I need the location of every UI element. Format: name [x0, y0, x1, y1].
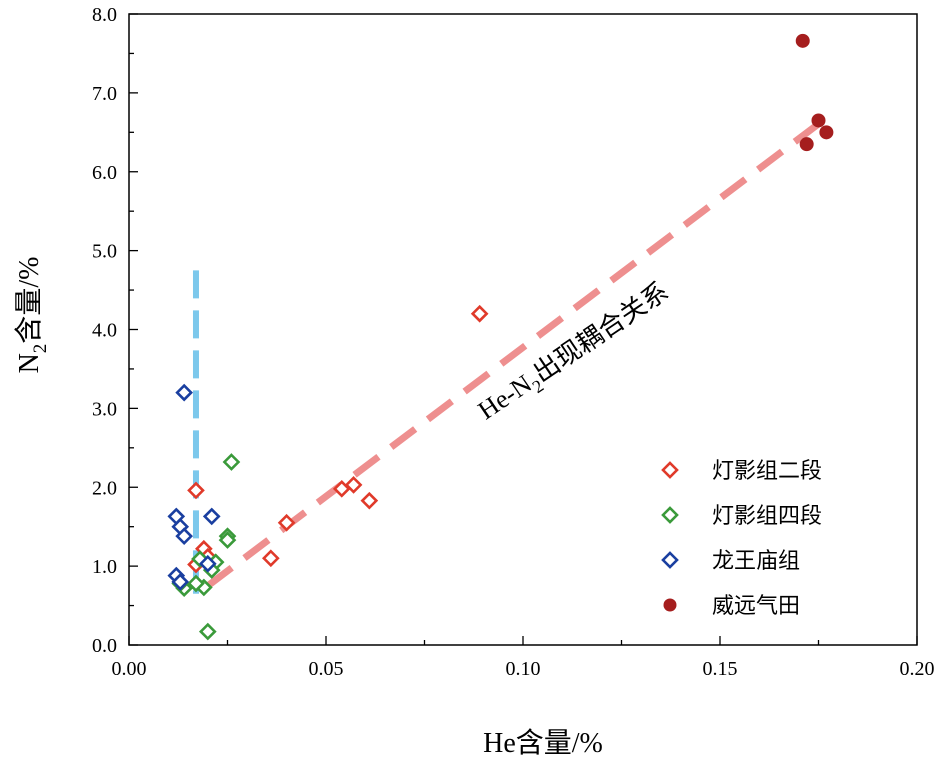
- data-points: [167, 33, 834, 641]
- coupling-annotation: He-N2出现耦合关系: [473, 277, 677, 430]
- data-point: [262, 549, 280, 568]
- x-tick-label: 0.10: [506, 658, 541, 680]
- y-axis-title-main: N: [14, 353, 45, 373]
- data-point: [175, 527, 193, 545]
- legend-label: 威远气田: [712, 594, 800, 619]
- data-point: [811, 113, 826, 128]
- data-point: [819, 125, 834, 140]
- legend-label: 灯影组二段: [712, 459, 822, 484]
- y-tick-label: 5.0: [92, 241, 117, 263]
- x-axis-title: He含量/%: [483, 727, 603, 759]
- data-point: [799, 137, 814, 152]
- y-axis-title: N2含量/%: [13, 257, 51, 374]
- trend-line: [205, 112, 833, 589]
- data-point: [187, 574, 205, 593]
- data-point: [198, 554, 217, 573]
- y-tick-label: 7.0: [92, 83, 117, 105]
- data-point: [175, 383, 193, 402]
- data-point: [187, 481, 205, 500]
- data-point: [277, 513, 296, 532]
- series-2: [171, 453, 241, 641]
- data-point: [198, 622, 217, 641]
- x-tick-label: 0.15: [703, 658, 738, 680]
- y-tick-label: 3.0: [92, 398, 117, 420]
- data-point: [360, 491, 379, 510]
- y-tick-label: 0.0: [92, 635, 117, 657]
- y-tick-label: 6.0: [92, 162, 117, 184]
- annotation-rest: 出现耦合关系: [528, 277, 674, 388]
- axis-ticks: [128, 13, 918, 646]
- y-tick-label: 2.0: [92, 477, 117, 499]
- y-axis-title-rest: 含量/%: [13, 257, 45, 344]
- y-tick-label: 1.0: [92, 556, 117, 578]
- x-tick-label: 0.00: [112, 658, 147, 680]
- y-tick-labels: 0.0 1.0 2.0 3.0 4.0 5.0 6.0 7.0 8.0: [92, 4, 117, 657]
- data-point: [171, 573, 190, 591]
- series-3: [167, 383, 221, 591]
- x-tick-label: 0.20: [900, 658, 935, 680]
- data-point: [222, 453, 241, 471]
- legend-marker: [661, 551, 679, 569]
- x-tick-labels: 0.00 0.05 0.10 0.15 0.20: [112, 658, 935, 680]
- legend-marker: [661, 506, 679, 524]
- data-point: [344, 476, 363, 494]
- data-point: [795, 33, 810, 48]
- trend-lines: [192, 112, 833, 594]
- y-tick-label: 8.0: [92, 4, 117, 26]
- legend-label: 灯影组四段: [712, 504, 822, 529]
- legend-marker: [663, 598, 677, 612]
- series-1: [187, 304, 489, 574]
- data-point: [202, 507, 221, 526]
- legend-label: 龙王庙组: [712, 549, 800, 574]
- y-axis-title-sub: 2: [30, 344, 51, 354]
- plot-frame: [128, 13, 918, 646]
- legend-marker: [661, 461, 679, 479]
- data-point: [218, 531, 237, 549]
- data-point: [470, 304, 489, 323]
- y-tick-label: 4.0: [92, 320, 117, 342]
- series-4: [795, 33, 834, 152]
- x-tick-label: 0.05: [309, 658, 344, 680]
